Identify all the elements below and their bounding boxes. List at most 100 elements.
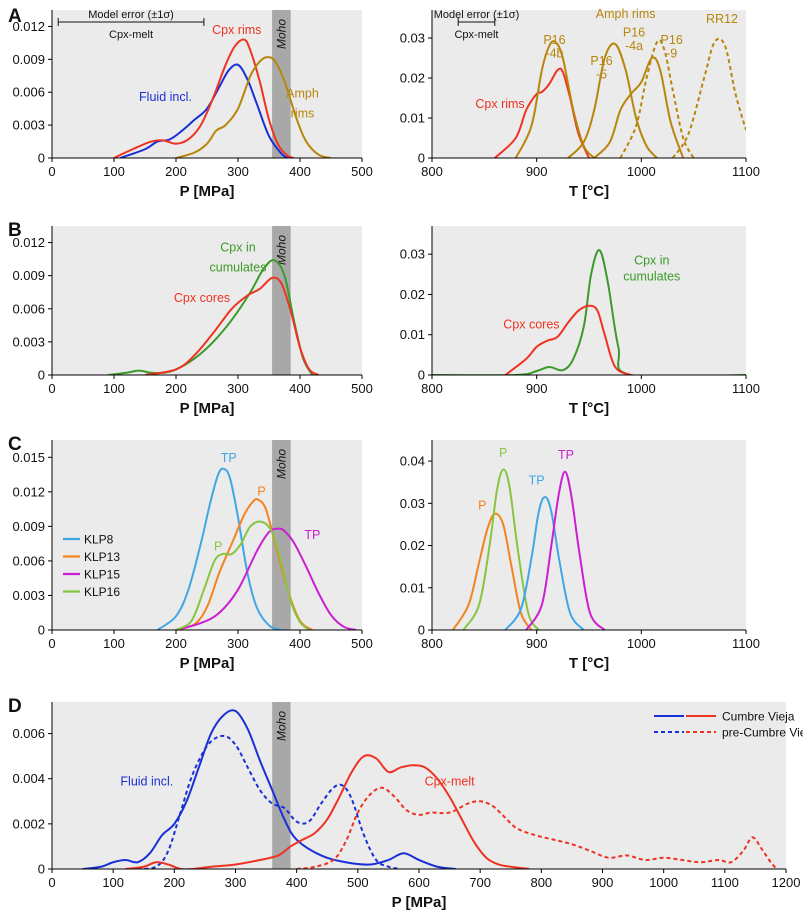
series-line-p16-9 bbox=[619, 39, 695, 158]
series-line-cpx-melt-pre-cumbre-vieja- bbox=[296, 786, 778, 869]
x-tick-label: 100 bbox=[103, 381, 125, 396]
annotation-label: Cpx in bbox=[634, 253, 669, 267]
legend-label-cumbre-vieja: Cumbre Vieja bbox=[722, 710, 795, 724]
x-tick-label: 900 bbox=[526, 164, 548, 179]
x-tick-label: 1000 bbox=[627, 164, 656, 179]
y-tick-label: 0.03 bbox=[400, 496, 425, 511]
annotation-label: Cpx rims bbox=[212, 23, 261, 37]
annotation-label: Cpx cores bbox=[503, 318, 559, 332]
annotation-label: P bbox=[499, 446, 507, 460]
series-line-cpx-in-cumulates bbox=[107, 259, 314, 375]
moho-label: Moho bbox=[274, 235, 288, 265]
x-tick-label: 0 bbox=[48, 636, 55, 651]
legend-label-klp16: KLP16 bbox=[84, 585, 120, 599]
annotation-label: Cpx rims bbox=[475, 97, 524, 111]
y-tick-label: 0 bbox=[418, 368, 425, 383]
chart-b-right: 800 900 1000 1100 0 0.01 0.02 0.03 T [°C] Cpx in c… bbox=[400, 226, 760, 417]
annotation-label: P16 bbox=[623, 25, 645, 39]
plot-background bbox=[52, 226, 362, 375]
series-line-klp16 bbox=[462, 468, 540, 630]
y-tick-label: 0 bbox=[38, 368, 45, 383]
annotation-label: -4b bbox=[545, 47, 563, 61]
y-tick-label: 0 bbox=[418, 151, 425, 166]
series-line-cpx-cores bbox=[504, 304, 632, 375]
x-tick-label: 1100 bbox=[732, 636, 760, 651]
panel-letter-b: B bbox=[8, 220, 22, 241]
annotation-label: Cpx in bbox=[220, 240, 255, 254]
y-tick-label: 0.01 bbox=[400, 580, 425, 595]
x-tick-label: 900 bbox=[526, 381, 548, 396]
annotation-label: Cpx-melt bbox=[425, 775, 476, 789]
annotation-label: -5 bbox=[596, 67, 607, 81]
x-tick-label: 800 bbox=[421, 636, 443, 651]
series-line-fluid-incl-cumbre-vieja- bbox=[82, 709, 456, 869]
x-tick-label: 1000 bbox=[627, 636, 656, 651]
annotation-label: P16 bbox=[590, 54, 612, 68]
plot-background bbox=[52, 440, 362, 630]
y-tick-label: 0.015 bbox=[12, 450, 45, 465]
x-tick-label: 500 bbox=[351, 164, 373, 179]
plots: Moho 0 100 200 300 400 500 0 0.003 0.006 0.009 0.01… bbox=[12, 7, 803, 911]
moho-band bbox=[272, 226, 291, 375]
y-tick-label: 0.012 bbox=[12, 235, 45, 250]
plot-background bbox=[432, 10, 746, 158]
y-tick-label: 0.006 bbox=[12, 301, 45, 316]
y-tick-label: 0.03 bbox=[400, 31, 425, 46]
y-tick-label: 0.009 bbox=[12, 519, 45, 534]
plot-background bbox=[432, 226, 746, 375]
annotation-label: Fluid incl. bbox=[139, 90, 192, 104]
x-axis-label: T [°C] bbox=[569, 400, 609, 417]
x-tick-label: 200 bbox=[165, 636, 187, 651]
x-axis-label: P [MPa] bbox=[392, 894, 447, 911]
y-tick-label: 0.01 bbox=[400, 327, 425, 342]
moho-label: Moho bbox=[274, 19, 288, 49]
series-line-klp13 bbox=[452, 512, 533, 630]
x-tick-label: 100 bbox=[103, 636, 125, 651]
y-tick-label: 0.004 bbox=[12, 771, 45, 786]
x-tick-label: 500 bbox=[347, 875, 369, 890]
x-tick-label: 400 bbox=[289, 636, 311, 651]
x-tick-label: 1200 bbox=[772, 875, 801, 890]
legend-label-pre-cumbre-vieja: pre-Cumbre Vieja bbox=[722, 726, 803, 740]
y-tick-label: 0.006 bbox=[12, 726, 45, 741]
model-error-label: Model error (±1σ) bbox=[434, 9, 520, 21]
panel-letter-c: C bbox=[8, 434, 22, 455]
y-tick-label: 0.02 bbox=[400, 71, 425, 86]
x-tick-label: 200 bbox=[163, 875, 185, 890]
annotation-label: Fluid incl. bbox=[120, 775, 173, 789]
chart-a-right: 800 900 1000 1100 0 0.01 0.02 0.03 T [°C] Amph ri… bbox=[400, 7, 760, 200]
series-line-klp16 bbox=[175, 520, 310, 630]
moho-band bbox=[272, 10, 291, 158]
annotation-label: P bbox=[478, 499, 486, 513]
annotation-label: Amph bbox=[286, 87, 319, 101]
series-line-klp15 bbox=[175, 527, 357, 630]
y-tick-label: 0 bbox=[38, 151, 45, 166]
legend-label-klp15: KLP15 bbox=[84, 568, 120, 582]
x-tick-label: 1000 bbox=[649, 875, 678, 890]
chart-d: Moho 0 100 200 300 400 500 600 700 800 900 1000 1100… bbox=[12, 702, 803, 911]
y-tick-label: 0.04 bbox=[400, 454, 425, 469]
y-tick-label: 0.012 bbox=[12, 19, 45, 34]
annotation-label: cumulates bbox=[623, 269, 680, 283]
annotation-label: TP bbox=[529, 473, 545, 487]
x-tick-label: 500 bbox=[351, 636, 373, 651]
model-error-label: Model error (±1σ) bbox=[88, 9, 174, 21]
series-line-p16-5 bbox=[567, 42, 658, 158]
x-tick-label: 300 bbox=[227, 636, 249, 651]
annotation-label: P bbox=[214, 540, 222, 554]
x-tick-label: 1100 bbox=[732, 164, 760, 179]
y-tick-label: 0.012 bbox=[12, 484, 45, 499]
y-tick-label: 0.003 bbox=[12, 118, 45, 133]
series-line-fluid-incl-pre-cumbre-vieja- bbox=[137, 734, 401, 869]
series-line-klp15 bbox=[525, 470, 606, 630]
panel-letter-d: D bbox=[8, 696, 22, 717]
annotation-label: P16 bbox=[543, 33, 565, 47]
series-line-klp8 bbox=[504, 495, 585, 630]
x-tick-label: 700 bbox=[469, 875, 491, 890]
legend-label-klp13: KLP13 bbox=[84, 550, 120, 564]
y-tick-label: 0 bbox=[38, 623, 45, 638]
panel-letter-a: A bbox=[8, 6, 22, 27]
x-tick-label: 400 bbox=[286, 875, 308, 890]
annotation-label: TP bbox=[221, 451, 237, 465]
